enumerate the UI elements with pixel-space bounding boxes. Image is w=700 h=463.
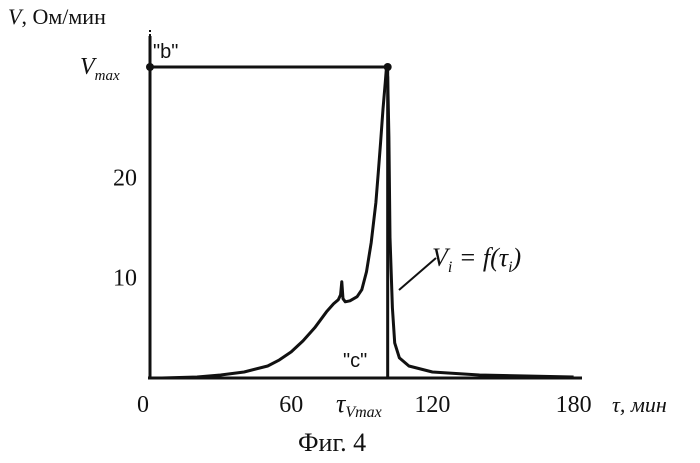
x-tick-label-0: 0 [137, 392, 149, 418]
y-tick-label-1: 20 [113, 165, 137, 191]
y-axis-label: V, Ом/мин [8, 4, 106, 29]
x-tick-label-3: 180 [556, 392, 592, 418]
vmax-point-left [146, 63, 154, 71]
function-label-leader [399, 258, 436, 290]
vmax-guides [146, 30, 392, 378]
series-line-0 [162, 67, 574, 378]
series-group [162, 67, 574, 378]
function-label: Vi = f(τi) [432, 243, 521, 276]
tau-vmax-label: τVmax [336, 389, 382, 421]
tick-labels: 0 60 120 180 10 20 [113, 165, 592, 418]
marker-b: "b" [153, 41, 178, 63]
x-axis-label: τ, мин [612, 392, 667, 417]
y-tick-label-0: 10 [113, 266, 137, 292]
marker-c: "c" [343, 350, 367, 372]
figure-caption: Фиг. 4 [298, 428, 366, 457]
x-tick-label-1: 60 [279, 392, 303, 418]
vmax-label: Vmax [80, 54, 120, 84]
x-tick-label-2: 120 [414, 392, 450, 418]
